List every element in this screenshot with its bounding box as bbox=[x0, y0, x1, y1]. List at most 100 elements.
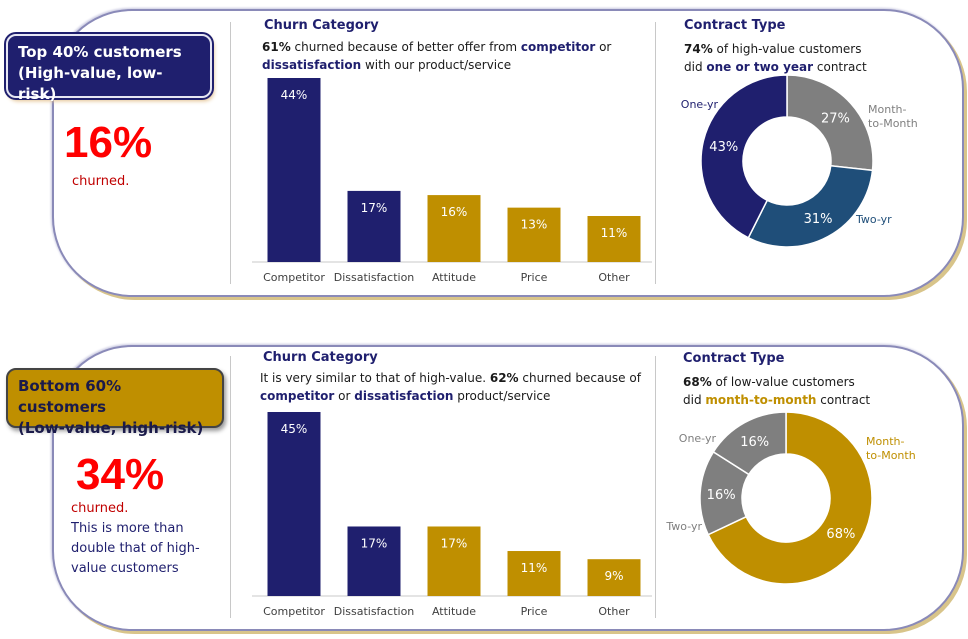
divider bbox=[655, 22, 656, 284]
sub-text: of high-value customers bbox=[712, 42, 862, 56]
category-label: Dissatisfaction bbox=[334, 605, 415, 618]
category-label: Attitude bbox=[432, 605, 476, 618]
low-value-churn-pct: 34% bbox=[76, 450, 165, 499]
badge-line-1: Top 40% customers bbox=[18, 43, 182, 61]
high-value-badge: Top 40% customers (High-value, low-risk) bbox=[6, 34, 212, 103]
bar bbox=[267, 412, 321, 596]
high-value-churn-note: churned. bbox=[72, 174, 130, 189]
sub-text: product/service bbox=[453, 389, 551, 403]
slice-name-label: Two-yr bbox=[855, 213, 892, 226]
slice-value-label: 27% bbox=[821, 112, 850, 127]
sub-keyword: month-to-month bbox=[705, 393, 817, 407]
sub-text: contract bbox=[816, 393, 871, 407]
sub-text: churned because of bbox=[518, 371, 641, 385]
divider bbox=[230, 22, 231, 284]
churn-comparison: This is more than double that of high-va… bbox=[71, 521, 200, 576]
bottom-churn-category-chart: 45% Competitor 17% Dissatisfaction 17% Attitu… bbox=[252, 412, 652, 618]
bottom-contract-title: Contract Type bbox=[683, 351, 785, 366]
badge-line-2: (High-value, low-risk) bbox=[18, 64, 163, 103]
bar-value-label: 44% bbox=[281, 88, 308, 102]
sub-pct: 61% bbox=[262, 40, 291, 54]
slice-value-label: 31% bbox=[804, 212, 833, 227]
bar-value-label: 9% bbox=[604, 569, 623, 583]
slice-value-label: 68% bbox=[826, 527, 855, 542]
top-contract-title: Contract Type bbox=[684, 18, 786, 33]
bar-value-label: 17% bbox=[441, 536, 468, 550]
sub-pct: 74% bbox=[684, 42, 713, 56]
slice-name-label: Month- bbox=[868, 103, 906, 116]
divider bbox=[230, 356, 231, 618]
sub-text: churned because of better offer from bbox=[290, 40, 521, 54]
sub-keyword: competitor bbox=[520, 40, 596, 54]
bar-value-label: 11% bbox=[521, 561, 548, 575]
bar bbox=[587, 559, 641, 596]
sub-text: or bbox=[334, 389, 355, 403]
bottom-category-title: Churn Category bbox=[263, 350, 378, 365]
donut-slice bbox=[747, 164, 874, 248]
donut-slice bbox=[786, 74, 874, 172]
slice-value-label: 16% bbox=[707, 488, 736, 503]
donut-slice bbox=[700, 74, 788, 239]
top-category-subtitle: 61% churned because of better offer from… bbox=[262, 38, 642, 74]
sub-text: did bbox=[684, 60, 707, 74]
bar bbox=[347, 190, 401, 262]
category-label: Price bbox=[521, 605, 548, 618]
sub-text: It is very similar to that of high-value… bbox=[260, 371, 490, 385]
divider bbox=[655, 356, 656, 618]
slice-name-label: One-yr bbox=[679, 432, 717, 445]
slice-value-label: 16% bbox=[740, 435, 769, 450]
sub-pct: 62% bbox=[489, 371, 519, 385]
sub-text: did bbox=[683, 393, 706, 407]
slice-name-label: to-Month bbox=[866, 449, 916, 462]
top-contract-subtitle: 74% of high-value customers did one or t… bbox=[684, 40, 867, 76]
slice-name-label: One-yr bbox=[681, 98, 719, 111]
bottom-contract-donut: 68% Month-to-Month 16% Two-yr 16% One-yr bbox=[665, 411, 916, 585]
slice-name-label: Two-yr bbox=[665, 520, 702, 533]
category-label: Other bbox=[598, 605, 630, 618]
sub-keyword: dissatisfaction bbox=[354, 389, 454, 403]
bar-value-label: 17% bbox=[361, 536, 388, 550]
churn-note-line: churned. bbox=[71, 501, 129, 516]
top-contract-donut: 27% Month-to-Month 31% Two-yr 43% One-yr bbox=[681, 74, 918, 248]
badge-line-1: Bottom 60% customers bbox=[18, 377, 122, 416]
top-churn-category-chart: 44% Competitor 17% Dissatisfaction 16% Attitu… bbox=[252, 78, 652, 284]
sub-keyword: competitor bbox=[260, 389, 335, 403]
category-label: Dissatisfaction bbox=[334, 271, 415, 284]
bar-value-label: 13% bbox=[521, 218, 548, 232]
bar-value-label: 16% bbox=[441, 205, 468, 219]
bar bbox=[427, 526, 481, 596]
bar-value-label: 45% bbox=[281, 422, 308, 436]
bar-value-label: 11% bbox=[601, 226, 628, 240]
category-label: Other bbox=[598, 271, 630, 284]
low-value-badge: Bottom 60% customers (Low-value, high-ri… bbox=[6, 368, 224, 437]
sub-text: of low-value customers bbox=[711, 375, 855, 389]
slice-name-label: to-Month bbox=[868, 117, 918, 130]
category-label: Price bbox=[521, 271, 548, 284]
sub-keyword: dissatisfaction bbox=[262, 58, 362, 72]
donut-slice bbox=[712, 411, 787, 476]
sub-text: with our product/service bbox=[361, 58, 512, 72]
low-value-churn-note: churned. This is more than double that o… bbox=[71, 499, 221, 579]
bar bbox=[267, 78, 321, 262]
sub-keyword: one or two year bbox=[706, 60, 814, 74]
sub-text: contract bbox=[813, 60, 867, 74]
category-label: Competitor bbox=[263, 605, 325, 618]
slice-value-label: 43% bbox=[709, 140, 738, 155]
slice-name-label: Month- bbox=[866, 435, 904, 448]
bar bbox=[347, 526, 401, 596]
bar bbox=[587, 216, 641, 262]
donut-slice bbox=[707, 411, 873, 585]
bottom-contract-subtitle: 68% of low-value customers did month-to-… bbox=[683, 373, 870, 409]
category-label: Competitor bbox=[263, 271, 325, 284]
bar bbox=[507, 551, 561, 596]
top-category-title: Churn Category bbox=[264, 18, 379, 33]
badge-line-2: (Low-value, high-risk) bbox=[18, 419, 204, 437]
high-value-churn-pct: 16% bbox=[64, 118, 153, 167]
bar bbox=[507, 207, 561, 262]
sub-pct: 68% bbox=[683, 375, 712, 389]
bottom-category-subtitle: It is very similar to that of high-value… bbox=[260, 369, 650, 405]
bar bbox=[427, 195, 481, 262]
category-label: Attitude bbox=[432, 271, 476, 284]
bar-value-label: 17% bbox=[361, 201, 388, 215]
sub-text: or bbox=[595, 40, 612, 54]
